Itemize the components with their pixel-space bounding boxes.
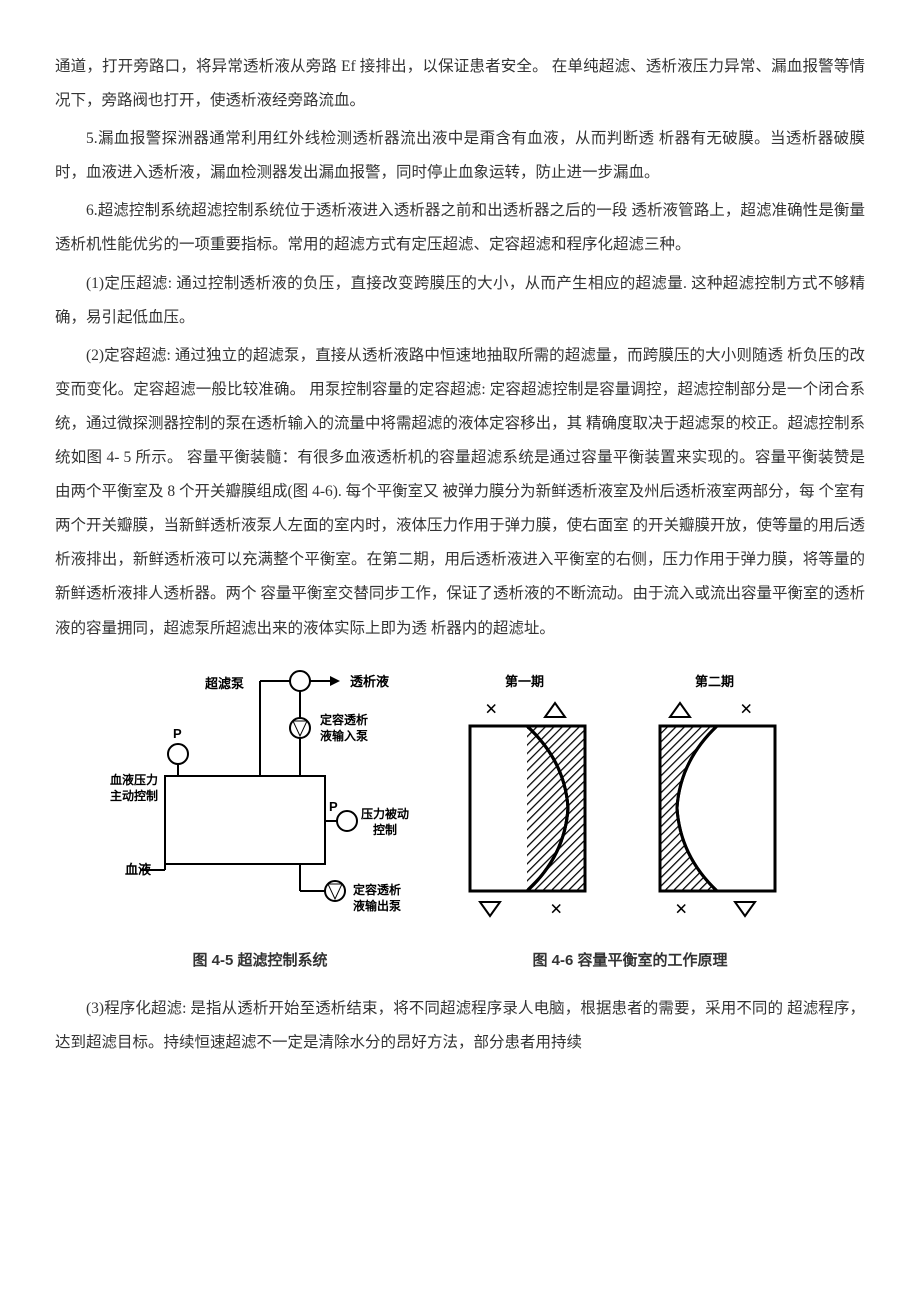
svg-text:定容透析: 定容透析 xyxy=(353,882,401,897)
svg-text:第一期: 第一期 xyxy=(505,674,544,689)
figure-4-6-diagram: 第一期 第二期 × × xyxy=(445,666,815,936)
svg-text:×: × xyxy=(675,896,688,921)
svg-text:主动控制: 主动控制 xyxy=(110,788,158,803)
figure-4-6-caption: 图 4-6 容量平衡室的工作原理 xyxy=(532,944,727,977)
svg-text:超滤泵: 超滤泵 xyxy=(205,676,244,691)
svg-text:压力被动: 压力被动 xyxy=(361,806,409,821)
figure-4-5-caption: 图 4-5 超滤控制系统 xyxy=(192,944,327,977)
svg-text:第二期: 第二期 xyxy=(695,674,734,689)
svg-text:血液压力: 血液压力 xyxy=(110,772,158,787)
paragraph-6: (3)程序化超滤: 是指从透析开始至透析结束，将不同超滤程序录人电脑，根据患者的… xyxy=(55,992,865,1060)
paragraph-4: (1)定压超滤: 通过控制透析液的负压，直接改变跨膜压的大小，从而产生相应的超滤… xyxy=(55,267,865,335)
svg-text:P: P xyxy=(173,726,182,741)
svg-text:液输出泵: 液输出泵 xyxy=(353,898,401,913)
paragraph-2: 5.漏血报警探洲器通常利用红外线检测透析器流出液中是甭含有血液，从而判断透 析器… xyxy=(55,122,865,190)
svg-text:×: × xyxy=(740,696,753,721)
svg-text:控制: 控制 xyxy=(373,822,397,837)
figure-4-5: 透析液 超滤泵 定容透析 液输入泵 P 血液压力 主动控制 xyxy=(105,666,415,977)
figure-4-5-diagram: 透析液 超滤泵 定容透析 液输入泵 P 血液压力 主动控制 xyxy=(105,666,415,936)
svg-text:×: × xyxy=(485,696,498,721)
paragraph-5: (2)定容超滤: 通过独立的超滤泵，直接从透析液路中恒速地抽取所需的超滤量，而跨… xyxy=(55,339,865,646)
svg-text:液输入泵: 液输入泵 xyxy=(320,728,368,743)
svg-text:×: × xyxy=(550,896,563,921)
paragraph-1: 通道，打开旁路口，将异常透析液从旁路 Ef 接排出，以保证患者安全。 在单纯超滤… xyxy=(55,50,865,118)
figure-4-6: 第一期 第二期 × × xyxy=(445,666,815,977)
paragraph-3: 6.超滤控制系统超滤控制系统位于透析液进入透析器之前和出透析器之后的一段 透析液… xyxy=(55,194,865,262)
figures-container: 透析液 超滤泵 定容透析 液输入泵 P 血液压力 主动控制 xyxy=(55,666,865,977)
svg-text:透析液: 透析液 xyxy=(350,674,389,689)
svg-text:P: P xyxy=(329,799,338,814)
svg-text:定容透析: 定容透析 xyxy=(320,712,368,727)
